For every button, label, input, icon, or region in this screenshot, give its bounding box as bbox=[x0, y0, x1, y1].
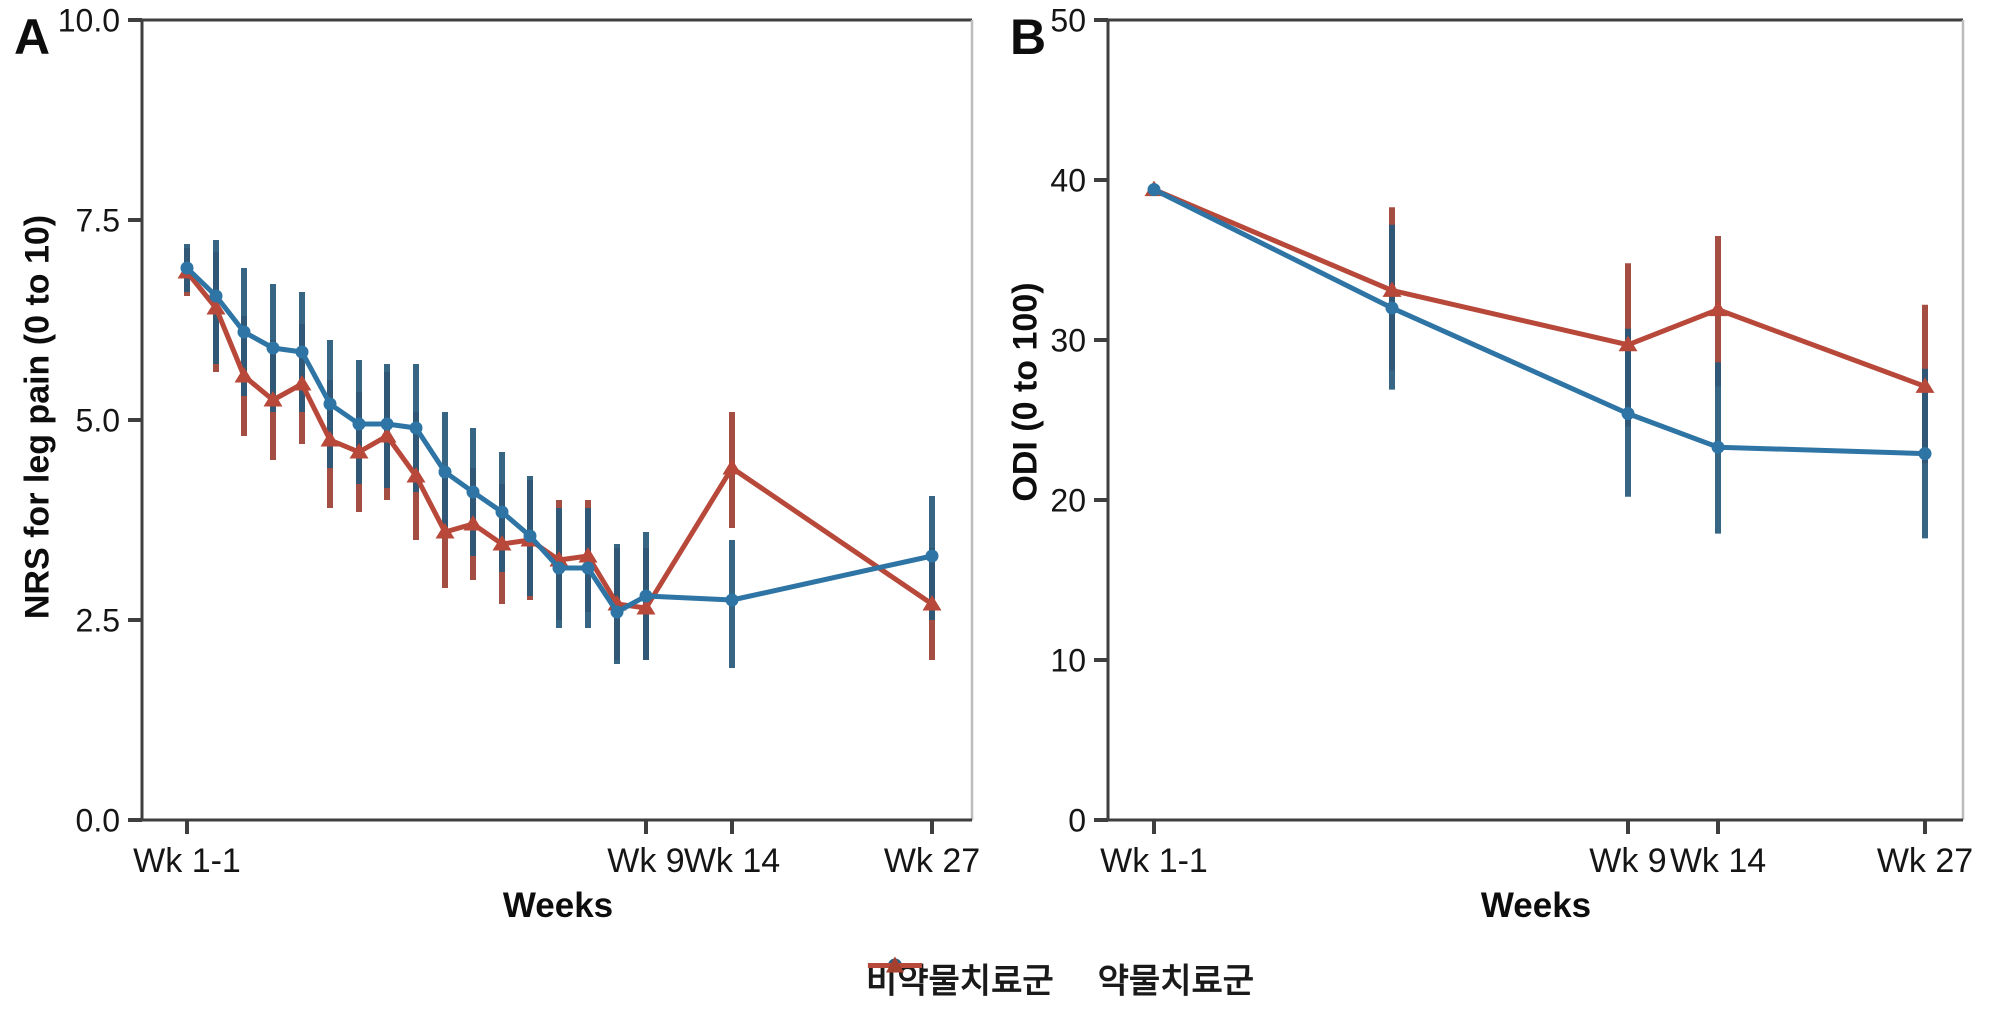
data-point-marker bbox=[466, 485, 480, 499]
data-point-marker bbox=[492, 535, 512, 551]
data-point-marker bbox=[438, 465, 452, 479]
x-tick-label: Wk 14 bbox=[684, 842, 780, 880]
data-point-marker bbox=[435, 523, 455, 539]
series-markers-비약물치료군 bbox=[180, 261, 939, 619]
x-tick-label: Wk 14 bbox=[1670, 842, 1766, 880]
data-point-marker bbox=[377, 427, 397, 443]
data-point-marker bbox=[639, 589, 653, 603]
series-markers-약물치료군 bbox=[1144, 180, 1935, 393]
data-point-marker bbox=[578, 547, 598, 563]
data-point-marker bbox=[292, 375, 312, 391]
data-point-marker bbox=[722, 459, 742, 475]
x-tick-label: Wk 9 bbox=[607, 842, 684, 880]
x-tick-label: Wk 27 bbox=[1877, 842, 1973, 880]
data-point-marker bbox=[1918, 447, 1932, 461]
panel-a-y-axis-title: NRS for leg pain (0 to 10) bbox=[18, 214, 57, 620]
data-point-marker bbox=[925, 549, 939, 563]
y-tick-label: 40 bbox=[1050, 163, 1086, 199]
legend: 비약물치료군 약물치료군 bbox=[866, 954, 1254, 1003]
data-point-marker bbox=[1711, 440, 1725, 454]
data-point-marker bbox=[380, 417, 394, 431]
data-point-marker bbox=[1915, 377, 1935, 393]
data-point-marker bbox=[323, 397, 337, 411]
data-point-marker bbox=[266, 341, 280, 355]
data-point-marker bbox=[1708, 300, 1728, 317]
panel-b-x-axis-title: Weeks bbox=[1480, 886, 1592, 925]
data-point-marker bbox=[237, 325, 251, 339]
data-point-marker bbox=[209, 289, 223, 303]
panel-b-letter: B bbox=[1010, 9, 1048, 65]
x-tick-label: Wk 1-1 bbox=[1100, 842, 1208, 880]
panel-a-letter: A bbox=[14, 9, 52, 65]
y-tick-label: 10 bbox=[1050, 643, 1086, 679]
data-point-marker bbox=[1382, 281, 1402, 297]
y-tick-label: 20 bbox=[1050, 483, 1086, 519]
data-point-marker bbox=[295, 345, 309, 359]
y-tick-label: 50 bbox=[1050, 3, 1086, 39]
data-point-marker bbox=[406, 467, 426, 483]
x-tick-label: Wk 1-1 bbox=[133, 842, 241, 880]
data-point-marker bbox=[922, 595, 942, 611]
panel-b-y-axis-title: ODI (0 to 100) bbox=[1006, 282, 1045, 502]
y-tick-label: 10.0 bbox=[58, 3, 120, 39]
series-line-비약물치료군 bbox=[1152, 187, 1926, 457]
data-point-marker bbox=[349, 443, 369, 459]
legend-swatch-red-triangle-icon bbox=[867, 956, 922, 973]
data-point-marker bbox=[234, 367, 254, 383]
y-tick-label: 5.0 bbox=[76, 403, 120, 439]
data-point-marker bbox=[263, 391, 283, 407]
panel-b-plot: 0 10 20 30 40 50 Wk 1-1 Wk 9 Wk 14 Wk 27 bbox=[1050, 3, 1973, 880]
data-point-marker bbox=[495, 505, 509, 519]
data-point-marker bbox=[463, 515, 483, 531]
data-point-marker bbox=[610, 605, 624, 619]
legend-item-pharm-group: 약물치료군 bbox=[867, 954, 1255, 1003]
error-bars-비약물치료군 bbox=[184, 240, 935, 668]
data-point-marker bbox=[409, 421, 423, 435]
y-tick-label: 0 bbox=[1068, 803, 1086, 839]
series-markers-비약물치료군 bbox=[1147, 183, 1932, 461]
data-point-marker bbox=[180, 261, 194, 275]
y-tick-label: 0.0 bbox=[76, 803, 120, 839]
data-point-marker bbox=[523, 529, 537, 543]
data-point-marker bbox=[725, 593, 739, 607]
x-tick-label: Wk 27 bbox=[884, 842, 980, 880]
data-point-marker bbox=[581, 561, 595, 575]
y-tick-label: 30 bbox=[1050, 323, 1086, 359]
legend-label-pharm: 약물치료군 bbox=[1097, 962, 1255, 1001]
panel-a-plot: 0.0 2.5 5.0 7.5 10.0 Wk 1-1 Wk 9 Wk 14 Wk 27 bbox=[58, 3, 980, 880]
data-point-marker bbox=[1147, 183, 1161, 197]
data-point-marker bbox=[1621, 407, 1635, 421]
data-point-marker bbox=[552, 561, 566, 575]
data-point-marker bbox=[206, 299, 226, 315]
y-tick-label: 2.5 bbox=[76, 603, 120, 639]
data-point-marker bbox=[352, 417, 366, 431]
data-point-marker bbox=[1385, 301, 1399, 315]
data-point-marker bbox=[1618, 335, 1638, 352]
series-line-약물치료군 bbox=[1153, 187, 1926, 389]
data-point-marker bbox=[320, 431, 340, 447]
panel-a-x-axis-title: Weeks bbox=[502, 886, 614, 925]
x-tick-label: Wk 9 bbox=[1589, 842, 1666, 880]
data-point-marker bbox=[636, 599, 656, 615]
y-tick-label: 7.5 bbox=[76, 203, 120, 239]
